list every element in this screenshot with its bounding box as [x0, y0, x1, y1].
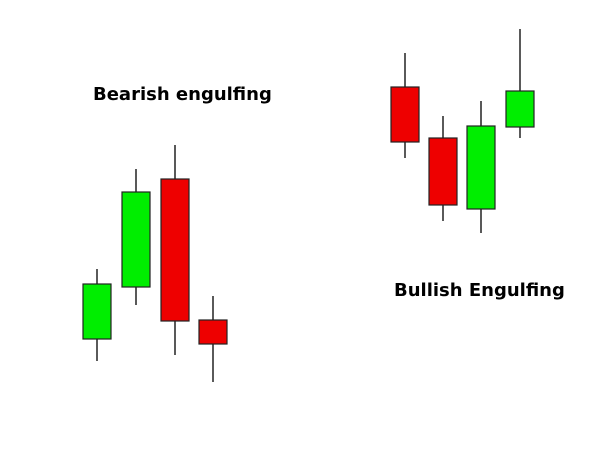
bullish-engulfing-label: Bullish Engulfing	[394, 280, 565, 301]
bearish-candle-body	[160, 178, 190, 322]
bullish-candle-body	[505, 90, 535, 128]
bullish-candle-body	[82, 283, 112, 340]
bearish-candle-body	[198, 319, 228, 345]
bullish-candle-body	[466, 125, 496, 210]
bearish-engulfing-group	[82, 145, 228, 382]
bearish-candle-body	[428, 137, 458, 206]
bearish-candle-body	[390, 86, 420, 143]
bullish-engulfing-group	[390, 29, 535, 233]
bearish-engulfing-label: Bearish engulfing	[93, 84, 272, 105]
bullish-candle-body	[121, 191, 151, 288]
